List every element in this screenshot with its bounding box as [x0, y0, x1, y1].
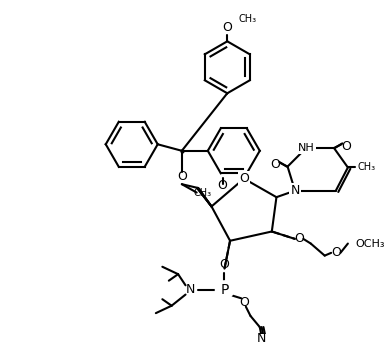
Text: O: O [222, 21, 232, 34]
Text: CH₃: CH₃ [194, 188, 212, 197]
Text: N: N [290, 184, 300, 197]
Text: NH: NH [298, 143, 314, 153]
Text: O: O [220, 258, 229, 271]
Text: O: O [239, 172, 249, 185]
Text: O: O [177, 170, 187, 183]
Text: O: O [270, 158, 280, 171]
Text: N: N [185, 283, 195, 296]
Text: CH₃: CH₃ [357, 163, 375, 172]
Text: O: O [331, 246, 341, 259]
Text: O: O [341, 140, 351, 153]
Text: OCH₃: OCH₃ [355, 239, 384, 249]
Text: O: O [295, 232, 305, 245]
Text: O: O [239, 295, 249, 308]
Text: O: O [218, 178, 228, 191]
Text: P: P [220, 283, 229, 297]
Text: CH₃: CH₃ [238, 14, 257, 24]
Text: N: N [257, 332, 266, 345]
